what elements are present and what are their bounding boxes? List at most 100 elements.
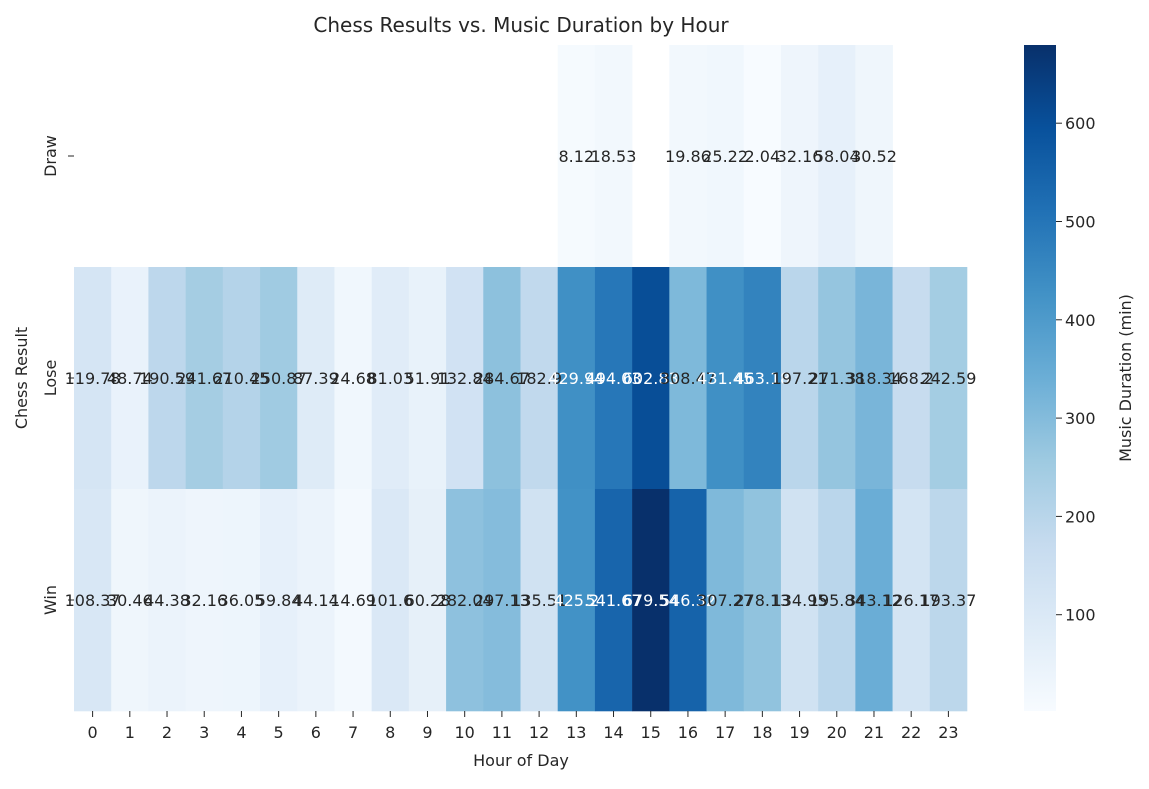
x-tick-label: 23 [938,723,958,742]
heatmap-cell [855,267,893,490]
cell-value-label: 197.21 [772,369,828,388]
heatmap-cell [185,267,224,490]
cell-value-label: 431.45 [697,369,753,388]
cell-value-label: 44.14 [293,591,339,610]
cell-value-label: 278.13 [734,591,790,610]
heatmap-cell [260,489,298,712]
heatmap-cell [222,489,261,712]
colorbar-ticks: 100 200 300 400 500 600 [1056,114,1096,625]
heatmap-cell [446,267,484,490]
cell-value-label: 318.34 [846,369,902,388]
cell-value-label: 58.04 [814,147,860,166]
cell-value-label: 25.22 [702,147,748,166]
cell-value-label: 425.2 [553,591,599,610]
heatmap-cell [557,45,596,268]
cell-value-label: 8.12 [559,147,595,166]
heatmap-cell [780,45,819,268]
heatmap-cell [371,267,410,490]
colorbar-tick-label: 200 [1065,507,1096,526]
x-tick-label: 18 [752,723,772,742]
cell-value-label: 284.67 [474,369,530,388]
cell-value-label: 18.53 [591,147,637,166]
heatmap-cell [594,489,633,712]
cell-value-label: 32.16 [181,591,227,610]
heatmap-cell [669,489,707,712]
cell-value-label: 60.28 [405,591,451,610]
cell-value-label: 108.37 [65,591,121,610]
cell-value-label: 602.83 [623,369,679,388]
cell-value-label: 195.84 [809,591,865,610]
cell-value-label: 14.69 [330,591,376,610]
cell-value-label: 190.59 [139,369,195,388]
cell-value-label: 132.84 [437,369,493,388]
x-tick-label: 7 [348,723,358,742]
x-tick-label: 4 [236,723,246,742]
colorbar-tick-label: 600 [1065,114,1096,133]
heatmap-cell [743,489,782,712]
cell-value-label: 19.86 [665,147,711,166]
heatmap-cell [743,45,782,268]
cell-value-label: 81.03 [367,369,413,388]
cell-value-label: 168.2 [888,369,934,388]
x-tick-label: 13 [566,723,586,742]
cell-value-label: 182.9 [516,369,562,388]
y-tick-label: Draw [41,135,60,177]
colorbar-tick-label: 100 [1065,606,1096,625]
heatmap-cell [892,489,931,712]
cell-value-label: 282.04 [437,591,493,610]
cell-value-label: 126.17 [883,591,939,610]
heatmap-cell [334,489,372,712]
cell-value-label: 87.39 [293,369,339,388]
y-tick-label: Win [41,585,60,615]
cell-value-label: 119.78 [65,369,121,388]
cell-value-label: 24.68 [330,369,376,388]
heatmap-cell [74,267,112,490]
cell-value-label: 242.59 [920,369,976,388]
cell-value-label: 343.12 [846,591,902,610]
heatmap-cell [297,489,335,712]
heatmap-cell [557,489,596,712]
cell-value-label: 135.51 [511,591,567,610]
x-tick-label: 19 [789,723,809,742]
x-tick-label: 12 [529,723,549,742]
heatmap-cell [743,267,782,490]
heatmap-cell [818,489,856,712]
heatmap-cell [594,45,633,268]
x-tick-label: 21 [864,723,884,742]
heatmap-cell [520,267,559,490]
x-tick-label: 10 [455,723,475,742]
heatmap-cell [780,267,819,490]
heatmap-cell [297,267,335,490]
cell-value-label: 308.47 [660,369,716,388]
cell-value-label: 429.94 [548,369,604,388]
x-tick-label: 14 [603,723,623,742]
cell-value-label: 546.32 [660,591,716,610]
cell-value-label: 44.38 [144,591,190,610]
colorbar-tick-label: 400 [1065,311,1096,330]
cell-value-label: 307.27 [697,591,753,610]
colorbar-gradient [1024,45,1056,711]
x-tick-label: 8 [385,723,395,742]
x-axis-label: Hour of Day [473,751,569,770]
x-tick-label: 1 [125,723,135,742]
x-tick-label: 15 [641,723,661,742]
heatmap-cell [185,489,224,712]
heatmap-cell [334,267,372,490]
cell-value-label: 297.13 [474,591,530,610]
heatmap-cell [222,267,261,490]
heatmap-cell [446,489,484,712]
heatmap-cell [408,267,447,490]
cell-value-label: 59.84 [256,591,302,610]
heatmap-cell [669,45,707,268]
heatmap-cell [632,267,670,490]
cell-value-label: 271.38 [809,369,865,388]
cell-value-label: 2.04 [745,147,781,166]
cell-value-label: 36.05 [219,591,265,610]
heatmap-cell [371,489,410,712]
heatmap-cell [483,489,521,712]
cell-value-label: 30.52 [851,147,897,166]
cell-value-label: 541.67 [586,591,642,610]
cell-value-label: 463.18 [734,369,790,388]
cell-value-label: 250.87 [251,369,307,388]
